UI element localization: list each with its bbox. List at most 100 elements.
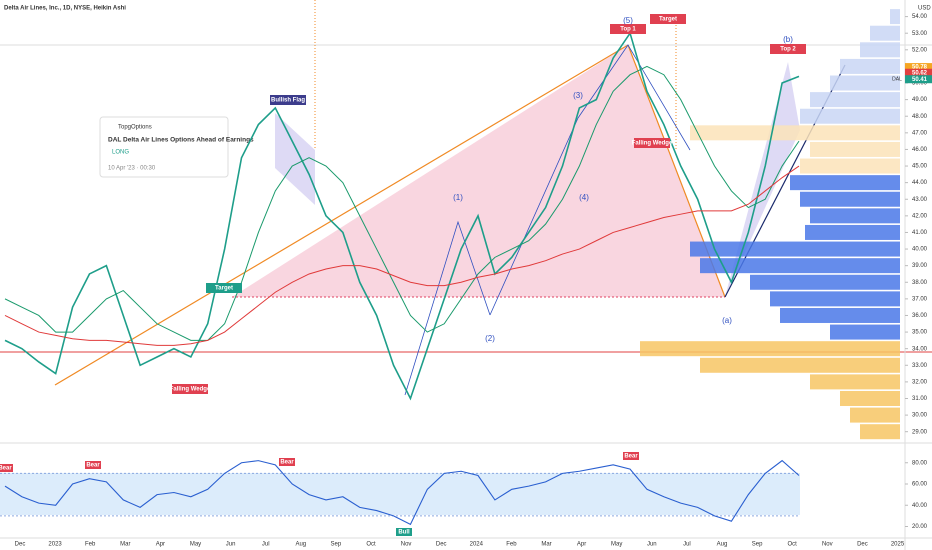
y-tick-label: 30.00 (912, 413, 928, 419)
volume-profile-bar (790, 175, 900, 191)
y-tick-label: 50.00 (912, 81, 928, 87)
x-tick-label: Apr (156, 542, 165, 548)
signal: Bear (0, 466, 12, 472)
x-tick-label: Dec (15, 542, 26, 548)
ma-line (4, 165, 800, 346)
idea-date: 10 Apr '23 · 00:30 (108, 166, 156, 172)
series-line (4, 459, 800, 526)
idea-author: TopgOptions (118, 125, 152, 131)
price-tag (905, 68, 932, 77)
y-tick-label: 53.00 (912, 31, 928, 37)
y-tick-label: 41.00 (912, 230, 928, 236)
annotation-box (650, 14, 686, 24)
annotation: Falling Wedge (170, 387, 211, 393)
volume-profile-bar (810, 141, 900, 157)
price-tag-label: 50.78 (912, 65, 928, 71)
currency: USD (918, 6, 931, 12)
x-tick-label: Jun (647, 542, 657, 548)
trendline (54, 44, 629, 386)
idea-title: DAL Delta Air Lines Options Ahead of Ear… (108, 137, 254, 144)
y-tick-label: 20.00 (912, 524, 928, 530)
volume-profile-bar (700, 258, 900, 274)
annotation: Target (659, 17, 677, 23)
idea-card: TopgOptions DAL Delta Air Lines Options … (99, 116, 254, 178)
x-tick-label: Apr (577, 542, 586, 548)
y-tick-label: 54.00 (912, 14, 928, 20)
price-tag-label: 50.41 (912, 77, 928, 83)
volume-profile-bar (690, 125, 900, 141)
x-tick-label: 2024 (470, 542, 484, 548)
volume-profile-bar (840, 390, 900, 406)
y-tick-label: 37.00 (912, 296, 928, 302)
volume-profile-bar (810, 92, 900, 108)
y-tick-label: 52.00 (912, 47, 928, 53)
y-tick-label: 45.00 (912, 164, 928, 170)
annotation: (1) (453, 193, 463, 202)
y-tick-label: 38.00 (912, 280, 928, 286)
annotation: (5) (623, 16, 633, 25)
y-tick-label: 43.00 (912, 197, 928, 203)
volume-profile-bar (750, 274, 900, 290)
x-tick-label: 2023 (48, 542, 62, 548)
signal: Bull (398, 530, 410, 536)
ma-line (4, 65, 800, 341)
volume-profile-bar (830, 324, 900, 340)
y-tick-label: 46.00 (912, 147, 928, 153)
volume-profile-bar (850, 407, 900, 423)
volume-profile-bar (870, 25, 900, 41)
y-tick-label: 39.00 (912, 263, 928, 269)
header-title: Delta Air Lines, Inc., 1D, NYSE, Heikin … (4, 6, 126, 12)
volume-profile-bar (700, 357, 900, 373)
annotation: (a) (722, 316, 732, 325)
y-tick-label: 80.00 (912, 460, 928, 466)
signal-box (623, 452, 639, 460)
signal-box (85, 461, 101, 469)
x-tick-label: Aug (717, 542, 728, 548)
annotation: Top 1 (620, 27, 636, 33)
signal: Bear (86, 463, 100, 469)
y-tick-label: 48.00 (912, 114, 928, 120)
y-tick-label: 31.00 (912, 396, 928, 402)
x-tick-label: Sep (331, 542, 342, 548)
y-tick-label: 34.00 (912, 346, 928, 352)
y-tick-label: 44.00 (912, 180, 928, 186)
volume-profile-bar (770, 291, 900, 307)
annotation: Target (215, 286, 233, 292)
x-tick-label: Oct (788, 542, 798, 548)
x-tick-label: Jun (226, 542, 236, 548)
flag-zone (275, 113, 315, 205)
signal: Bear (280, 460, 294, 466)
pink-zone (232, 45, 725, 297)
annotation: Top 2 (780, 47, 796, 53)
volume-profile-bar (860, 424, 900, 440)
x-tick-label: Nov (401, 542, 412, 548)
x-tick-label: May (611, 542, 622, 548)
price-tag (905, 63, 932, 72)
annotation-box (206, 283, 242, 293)
volume-profile-bar (840, 58, 900, 74)
wave (404, 220, 491, 396)
volume-profile-bar (690, 241, 900, 257)
y-tick-label: 40.00 (912, 247, 928, 253)
price-tag-label: 50.62 (912, 70, 928, 76)
signal-box (0, 464, 13, 472)
card (99, 116, 229, 178)
annotation: Falling Wedge (632, 141, 673, 147)
y-tick-label: 33.00 (912, 363, 928, 369)
volume-profile-bar (860, 42, 900, 58)
x-tick-label: Aug (295, 542, 306, 548)
volume-profile-bar (780, 307, 900, 323)
y-tick-label: 35.00 (912, 330, 928, 336)
signal-box (396, 528, 412, 536)
volume-profile-bar (800, 191, 900, 207)
x-tick-label: Dec (857, 542, 868, 548)
x-tick-label: Mar (541, 542, 551, 548)
annotation-box (270, 95, 306, 105)
annotation-box (634, 138, 670, 148)
y-tick-label: 60.00 (912, 482, 928, 488)
rsi-band (0, 473, 800, 515)
signal: Bear (624, 454, 638, 460)
y-tick-label: 49.00 (912, 97, 928, 103)
volume-profile-bar (800, 158, 900, 174)
x-tick-label: Nov (822, 542, 833, 548)
